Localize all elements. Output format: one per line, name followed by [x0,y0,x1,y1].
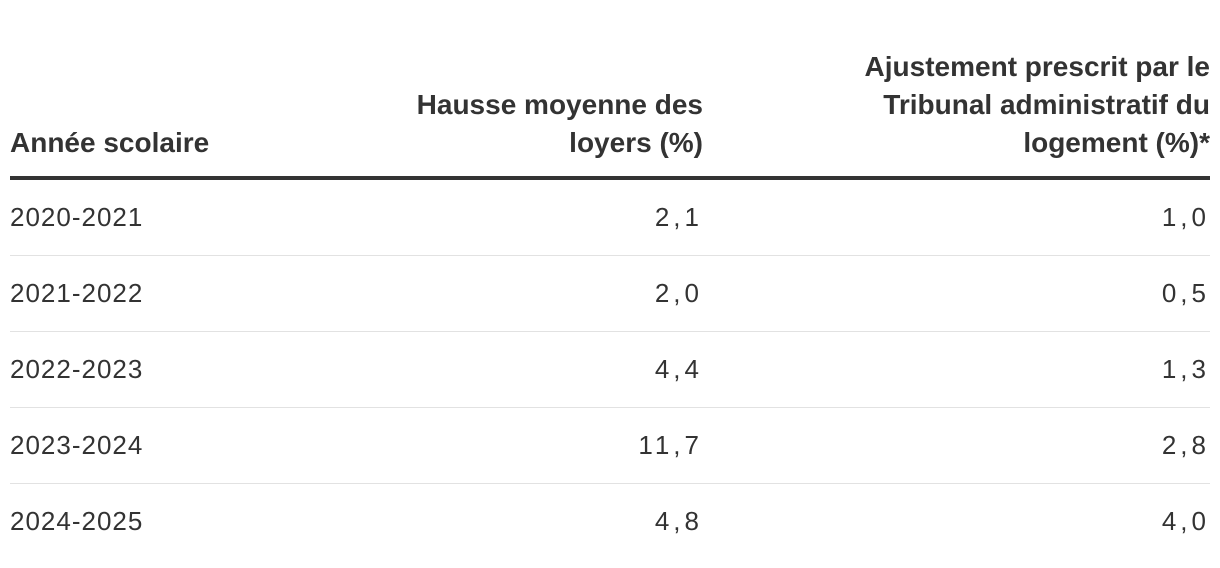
header-line: logement (%)* [1023,127,1210,158]
table-head: Année scolaire Hausse moyenne des loyers (… [10,48,1210,180]
year-cell: 2022-2023 [10,331,350,408]
column-header: Hausse moyenne des loyers (%) [350,48,703,180]
header-line: Hausse moyenne des [416,89,703,120]
year-cell: 2020-2021 [10,178,350,256]
header-line: loyers (%) [569,127,703,158]
table-row: 2021-2022 2,0 0,5 [10,255,1210,332]
header-line: Année scolaire [10,127,210,158]
table-row: 2024-2025 4,8 4,0 [10,484,1210,560]
column-header: Ajustement prescrit par le Tribunal admin… [703,48,1210,180]
table-body: 2020-2021 2,1 1,0 2021-2022 2,0 0,5 2022-2023 4… [10,178,1210,559]
year-cell: 2021-2022 [10,255,350,332]
value-cell: 4,4 [350,331,703,408]
year-cell: 2024-2025 [10,506,144,536]
value-cell: 1,0 [703,178,1210,256]
table-row: 2020-2021 2,1 1,0 [10,178,1210,256]
header-line: Tribunal administratif du [883,89,1210,120]
header-line: Ajustement prescrit par le [864,51,1210,82]
value-cell: 11,7 [350,407,703,484]
value-cell: 0,5 [703,255,1210,332]
header-row: Année scolaire Hausse moyenne des loyers (… [10,48,1210,180]
column-header: Année scolaire [10,48,350,180]
value-cell: 4,8 [654,506,703,536]
table-row: 2023-2024 11,7 2,8 [10,407,1210,484]
value-cell: 2,1 [350,178,703,256]
value-cell: 2,8 [703,407,1210,484]
value-cell: 2,0 [350,255,703,332]
table-row: 2022-2023 4,4 1,3 [10,331,1210,408]
value-cell: 1,3 [703,331,1210,408]
value-cell: 4,0 [1161,506,1210,536]
year-cell: 2023-2024 [10,407,350,484]
data-table: Année scolaire Hausse moyenne des loyers (… [10,48,1210,559]
